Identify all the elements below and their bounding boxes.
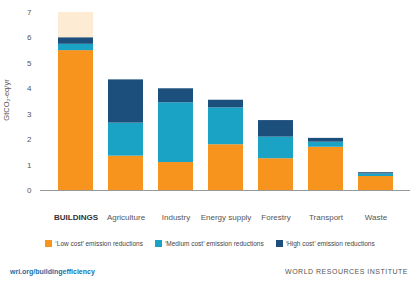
svg-text:7: 7 (27, 8, 32, 17)
svg-text:Waste: Waste (365, 213, 388, 222)
svg-text:1: 1 (27, 161, 32, 170)
svg-text:2: 2 (27, 135, 32, 144)
html-text:‘Low cost’ emission reductions: ‘Low cost’ emission reductions (55, 240, 143, 247)
html-text:‘High cost’ emission reduction: ‘High cost’ emission reductions (285, 240, 375, 247)
svg-text:Agriculture: Agriculture (107, 213, 146, 222)
svg-text:Forestry: Forestry (261, 213, 290, 222)
svg-text:5: 5 (27, 59, 32, 68)
html-text:wri.org/buildingefficiency: wri.org/buildingefficiency (10, 268, 95, 275)
html-text:GtCO₂-eq/yr: GtCO₂-eq/yr (2, 79, 11, 121)
svg-text:Energy supply: Energy supply (201, 213, 252, 222)
svg-text:3: 3 (27, 110, 32, 119)
svg-text:Transport: Transport (309, 213, 344, 222)
svg-text:0: 0 (27, 186, 32, 195)
html-text:‘Medium cost’ emission reducti: ‘Medium cost’ emission reductions (164, 240, 264, 247)
svg-text:Industry: Industry (162, 213, 190, 222)
svg-text:6: 6 (27, 33, 32, 42)
html-text:WORLD RESOURCES INSTITUTE: WORLD RESOURCES INSTITUTE (285, 268, 408, 275)
svg-text:BUILDINGS: BUILDINGS (54, 213, 99, 222)
svg-text:4: 4 (27, 84, 32, 93)
